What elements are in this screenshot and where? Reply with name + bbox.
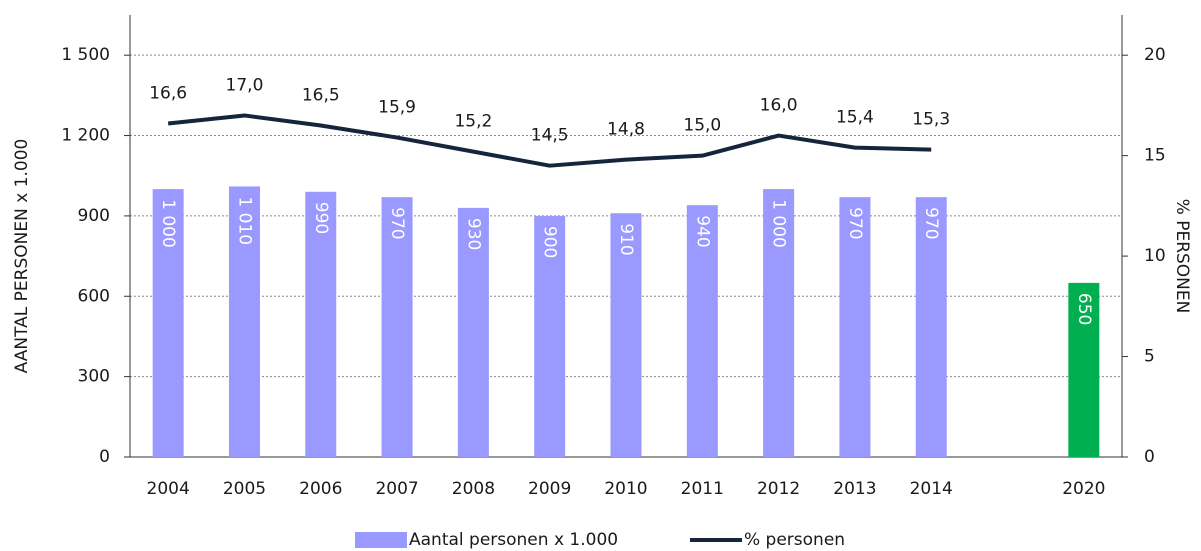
bar: [152, 189, 184, 457]
bar-value-label: 650: [1074, 293, 1094, 325]
y-tick-label: 900: [78, 206, 110, 226]
bar: [534, 215, 566, 457]
bar: [381, 197, 413, 457]
x-tick-label: 2020: [1062, 479, 1105, 499]
x-tick-label: 2010: [604, 479, 647, 499]
bar: [228, 186, 260, 457]
y-tick-label: 600: [78, 286, 110, 306]
y2-tick-label: 20: [1144, 45, 1166, 65]
legend-label: % personen: [744, 530, 845, 550]
bar: [1068, 282, 1100, 457]
line-value-label: 14,8: [607, 120, 645, 140]
y2-axis-label: % PERSONEN: [1172, 199, 1192, 314]
bar-value-label: 1 000: [769, 199, 789, 248]
x-tick-label: 2007: [375, 479, 418, 499]
x-tick-label: 2013: [833, 479, 876, 499]
y-tick-label: 300: [78, 367, 110, 387]
line-value-label: 16,0: [760, 96, 798, 116]
y-axis-label: AANTAL PERSONEN x 1.000: [12, 139, 32, 374]
x-tick-label: 2009: [528, 479, 571, 499]
line-value-label: 14,5: [531, 126, 569, 146]
x-tick-label: 2005: [223, 479, 266, 499]
bar: [686, 205, 718, 457]
x-tick-label: 2004: [147, 479, 190, 499]
bar-value-label: 930: [463, 218, 483, 250]
bar: [915, 197, 947, 457]
line: [167, 113, 932, 168]
bar-value-label: 900: [540, 226, 560, 258]
bar-value-label: 970: [387, 207, 407, 239]
bar: [610, 213, 642, 457]
line-value-label: 16,6: [149, 83, 187, 103]
y2-tick-label: 0: [1144, 447, 1155, 467]
bar-value-label: 940: [692, 215, 712, 247]
x-tick-label: 2006: [299, 479, 342, 499]
bar-value-label: 970: [845, 207, 865, 239]
y2-tick-label: 10: [1144, 246, 1166, 266]
legend-label: Aantal personen x 1.000: [409, 530, 618, 550]
bar: [763, 189, 795, 457]
bar-value-label: 1 010: [234, 196, 254, 245]
bar: [839, 197, 871, 457]
line-value-label: 17,0: [226, 75, 264, 95]
x-tick-label: 2012: [757, 479, 800, 499]
line-value-label: 16,5: [302, 86, 340, 106]
y-tick-label: 1 500: [61, 45, 110, 65]
line-value-label: 15,2: [454, 112, 492, 132]
line-value-label: 15,9: [378, 98, 416, 118]
bar-value-label: 990: [311, 202, 331, 234]
line-value-label: 15,0: [683, 116, 721, 136]
line-value-label: 15,4: [836, 108, 874, 128]
line-value-label: 15,3: [912, 110, 950, 130]
bar: [457, 207, 489, 457]
legend-swatch: [355, 532, 407, 548]
y2-tick-label: 5: [1144, 347, 1155, 367]
bar-value-label: 1 000: [158, 199, 178, 248]
x-tick-label: 2014: [910, 479, 953, 499]
x-tick-label: 2011: [681, 479, 724, 499]
bar-value-label: 970: [921, 207, 941, 239]
x-tick-label: 2008: [452, 479, 495, 499]
y-tick-label: 0: [99, 447, 110, 467]
y-tick-label: 1 200: [61, 126, 110, 146]
bar-value-label: 910: [616, 223, 636, 255]
y2-tick-label: 15: [1144, 146, 1166, 166]
bar: [305, 191, 337, 458]
